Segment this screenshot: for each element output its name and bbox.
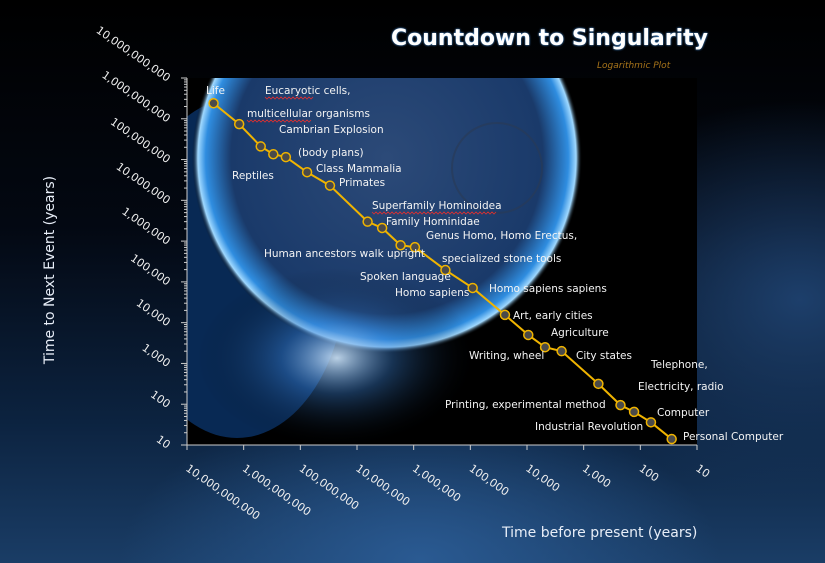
y-tick-label: 10,000 [134,296,173,329]
event-annotation: Reptiles [232,170,274,182]
event-annotation: Writing, wheel [469,350,544,362]
event-annotation: multicellular organisms [247,108,370,120]
y-tick-label: 1,000,000 [119,205,172,248]
data-point-marker [301,166,313,178]
event-annotation: Agriculture [551,327,609,339]
x-tick-label: 1,000,000 [410,462,463,505]
x-tick-label: 10,000 [523,462,562,495]
y-axis-title: Time to Next Event (years) [42,175,58,365]
data-point-marker [255,141,266,152]
event-annotation: Industrial Revolution [535,421,643,433]
data-point-marker [440,264,451,276]
data-point-marker [467,282,478,294]
y-tick-label: 1,000 [139,341,172,370]
earth-background-image [187,78,582,445]
spellcheck-underline [371,211,497,215]
data-point-marker [499,309,511,321]
series-line [212,102,673,440]
data-point-marker [409,241,421,253]
event-annotation: Human ancestors walk upright [264,248,425,260]
data-point-marker [233,118,245,130]
spellcheck-underline [246,119,312,123]
data-point-marker [645,417,657,428]
event-annotation: Genus Homo, Homo Erectus, [426,230,577,242]
event-annotation: Primates [339,177,385,189]
data-point-marker [324,180,336,191]
event-annotation: (body plans) [298,147,364,159]
data-point-marker [362,216,373,227]
x-tick-label: 100 [637,462,662,485]
event-annotation: Telephone, [650,359,708,371]
data-point-marker [395,240,406,251]
event-annotation: specialized stone tools [442,253,561,265]
event-annotation: Printing, experimental method [445,399,606,411]
data-point-marker [615,399,626,411]
data-point-marker [556,345,567,357]
x-tick-label: 1,000 [580,462,613,491]
event-annotation: Class Mammalia [316,163,402,175]
event-annotation: Family Hominidae [386,216,480,228]
event-annotation: Personal Computer [683,431,784,443]
y-tick-label: 10,000,000 [114,160,173,207]
event-annotation: Spoken language [360,271,451,283]
event-annotation: Superfamily Hominoidea [372,200,502,212]
chart-subtitle: Logarithmic Plot [597,61,671,71]
y-tick-label: 10 [154,433,173,452]
data-point-marker [539,341,551,353]
event-annotation: Cambrian Explosion [279,124,384,136]
data-point-marker [268,148,279,160]
data-point-marker [593,378,604,390]
event-annotation: Computer [657,407,710,419]
event-annotation: City states [576,350,632,362]
event-annotation: Life [206,85,225,97]
event-annotation: Eucaryotic cells, [265,85,350,97]
event-annotation: Art, early cities [513,310,593,322]
spellcheck-underline [264,96,314,100]
event-annotation: Homo sapiens sapiens [489,283,607,295]
y-tick-label: 100,000 [128,252,173,289]
data-point-marker [523,329,534,341]
data-point-marker [666,433,677,445]
plot-background [187,78,697,445]
data-point-marker [208,98,219,109]
x-tick-label: 10,000,000 [353,462,412,509]
data-point-marker [376,222,388,234]
chart-title: Countdown to Singularity [391,26,708,51]
data-point-marker [280,151,292,163]
x-axis-title: Time before present (years) [502,525,698,541]
x-tick-label: 100,000 [467,462,512,499]
x-tick-label: 10 [693,462,712,481]
y-tick-label: 100 [148,388,173,411]
event-annotation: Homo sapiens [395,287,469,299]
event-annotation: Electricity, radio [638,381,724,393]
data-point-marker [628,406,640,418]
